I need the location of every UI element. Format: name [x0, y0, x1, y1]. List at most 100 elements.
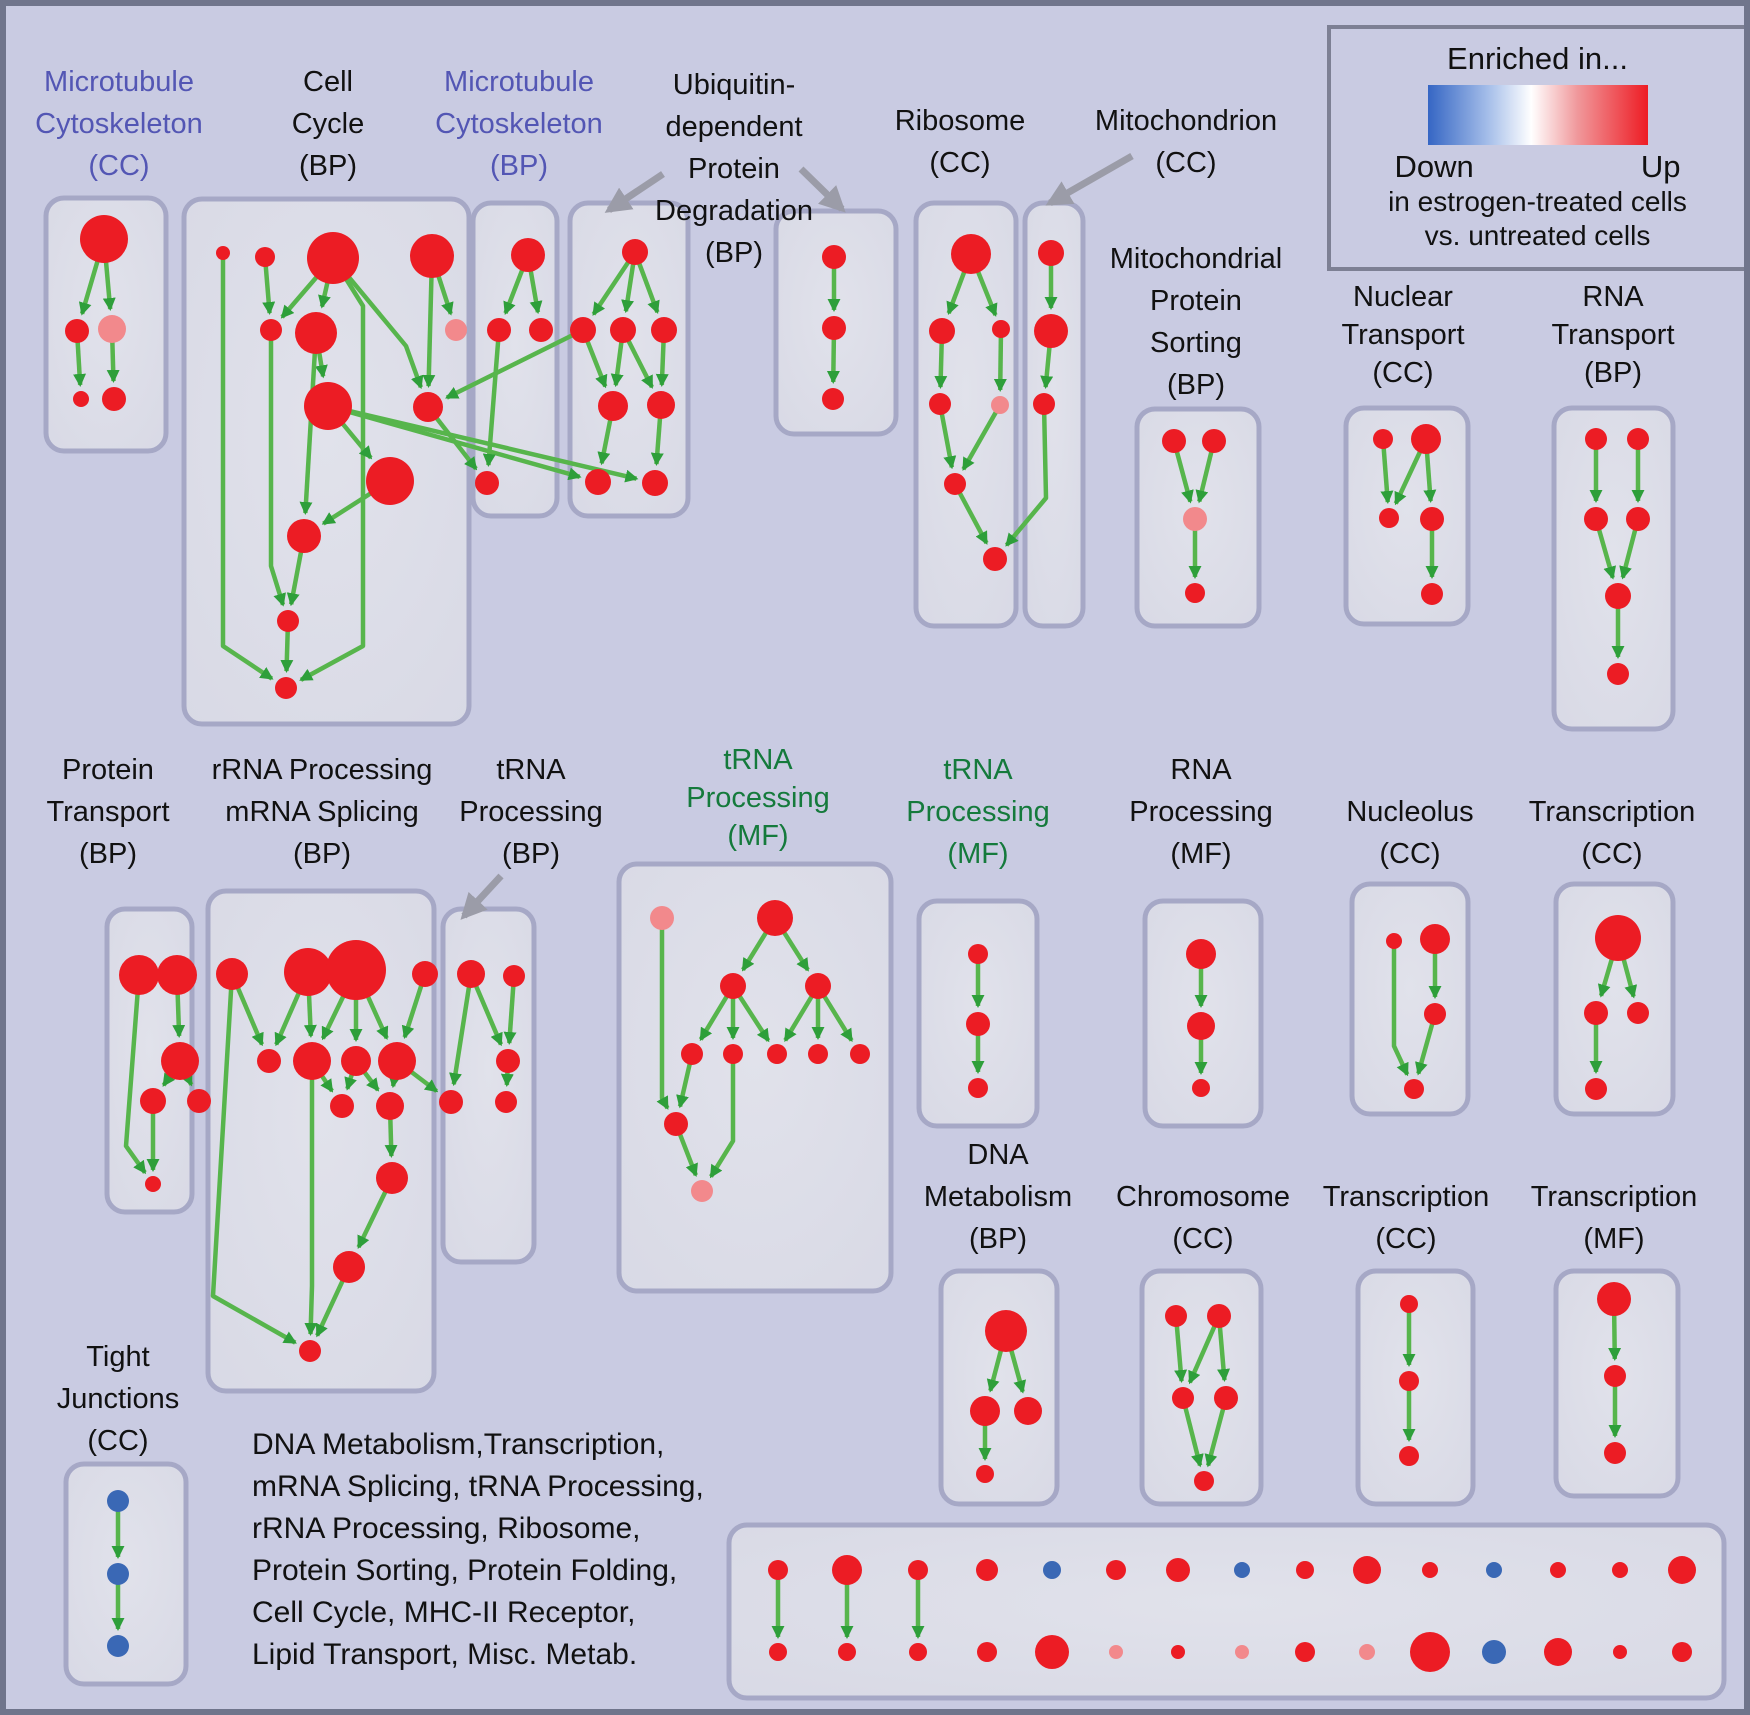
- cluster-label-rr: mRNA Splicing: [225, 796, 418, 828]
- go-term-node-b5t: [1043, 1561, 1061, 1579]
- go-term-node-b3t: [908, 1560, 928, 1580]
- go-term-node-tb4: [495, 1091, 517, 1113]
- go-term-node-nu2: [1424, 1003, 1446, 1025]
- go-term-node-nt0: [1373, 429, 1393, 449]
- edge-ub1-cc8: [445, 327, 585, 400]
- cluster-label-rr: (BP): [293, 838, 351, 870]
- go-term-node-tm9: [664, 1112, 688, 1136]
- cluster-label-nt: Nuclear: [1353, 281, 1453, 313]
- cluster-label-ub: Protein: [688, 153, 780, 185]
- go-term-node-b2b: [838, 1643, 856, 1661]
- cluster-label-ts: Processing: [906, 796, 1049, 828]
- go-term-node-rr12: [299, 1340, 321, 1362]
- go-term-node-ch4: [1194, 1471, 1214, 1491]
- cluster-box-bw: [726, 1522, 1727, 1701]
- go-term-node-b9t: [1296, 1561, 1314, 1579]
- go-term-node-cc3: [410, 234, 454, 278]
- go-term-node-us0: [822, 245, 846, 269]
- edge-cc2-cc12: [299, 256, 366, 682]
- go-term-node-mp0: [1162, 429, 1186, 453]
- cluster-label-t2: (CC): [1375, 1223, 1436, 1255]
- footnote-line: Lipid Transport, Misc. Metab.: [252, 1638, 637, 1671]
- go-term-node-nt2: [1379, 508, 1399, 528]
- cluster-label-ch: (CC): [1172, 1223, 1233, 1255]
- go-term-node-cc12: [275, 677, 297, 699]
- go-term-node-b12b: [1482, 1640, 1506, 1664]
- footnote-line: Cell Cycle, MHC-II Receptor,: [252, 1596, 635, 1629]
- edge-ch1-ch2: [1187, 1315, 1222, 1385]
- go-term-node-nu1: [1420, 924, 1450, 954]
- cluster-label-mb: (BP): [490, 150, 548, 182]
- cluster-label-tc: Transcription: [1529, 796, 1696, 828]
- cluster-label-pt: Protein: [62, 754, 154, 786]
- edge-rr5-rr12: [304, 1061, 318, 1336]
- go-term-node-mc1: [65, 319, 89, 343]
- go-term-node-rb0: [951, 234, 991, 274]
- cluster-label-mp: (BP): [1167, 369, 1225, 401]
- go-term-node-cc0: [216, 246, 230, 260]
- cluster-box-nu: [1349, 881, 1471, 1117]
- go-term-node-mb0: [511, 238, 545, 272]
- go-term-node-rb6: [983, 547, 1007, 571]
- edge-tm5-tm10: [709, 1054, 736, 1179]
- go-term-node-rb4: [991, 396, 1009, 414]
- go-term-node-ub7: [642, 470, 668, 496]
- cluster-label-mc: Cytoskeleton: [35, 108, 203, 140]
- go-term-node-b4t: [976, 1559, 998, 1581]
- pointer-arrow-icon-2: [1045, 152, 1134, 207]
- go-term-node-b8t: [1234, 1562, 1250, 1578]
- go-term-node-rb3: [929, 393, 951, 415]
- go-term-node-ub1: [570, 317, 596, 343]
- go-term-node-b14t: [1612, 1562, 1628, 1578]
- cluster-label-mc: Microtubule: [44, 66, 194, 98]
- cluster-label-cc: Cell: [303, 66, 353, 98]
- cluster-label-tc: (CC): [1581, 838, 1642, 870]
- edge-nt0-nt2: [1380, 438, 1394, 504]
- go-term-node-cc9: [366, 457, 414, 505]
- go-term-node-dm0: [985, 1310, 1027, 1352]
- go-term-node-rt3: [1626, 507, 1650, 531]
- go-term-node-rr3: [412, 961, 438, 987]
- edge-cc0-cc12: [220, 253, 274, 681]
- edge-mt2-rb6: [1004, 403, 1049, 547]
- go-term-node-tc3: [1585, 1078, 1607, 1100]
- cluster-box-mb: [470, 200, 560, 519]
- go-term-node-tb0: [457, 960, 485, 988]
- cluster-label-ub: dependent: [665, 111, 802, 143]
- go-term-node-mc4: [102, 387, 126, 411]
- cluster-label-mb: Microtubule: [444, 66, 594, 98]
- go-term-node-rr0: [216, 958, 248, 990]
- go-term-node-ub4: [598, 391, 628, 421]
- edge-cc7-ub7: [327, 403, 639, 483]
- go-term-node-b11t: [1422, 1562, 1438, 1578]
- go-term-node-dm3: [976, 1465, 994, 1483]
- cluster-label-nt: (CC): [1372, 357, 1433, 389]
- go-term-node-t31: [1604, 1365, 1626, 1387]
- edge-rb4-rb5: [961, 403, 1002, 471]
- pointer-arrow-icon-3: [460, 873, 504, 920]
- cluster-label-nu: Nucleolus: [1346, 796, 1473, 828]
- cluster-label-rb: Ribosome: [895, 105, 1026, 137]
- go-term-node-cc8: [413, 392, 443, 422]
- go-term-node-mc3: [73, 391, 89, 407]
- go-term-node-t30: [1597, 1282, 1631, 1316]
- go-term-node-ts1: [966, 1012, 990, 1036]
- cluster-label-nu: (CC): [1379, 838, 1440, 870]
- cluster-label-dm: DNA: [967, 1139, 1029, 1171]
- go-term-node-b11b: [1410, 1632, 1450, 1672]
- legend-up-label: Up: [1640, 149, 1681, 184]
- go-term-node-tj0: [107, 1490, 129, 1512]
- cluster-label-rr: rRNA Processing: [212, 754, 433, 786]
- go-term-node-ts0: [968, 944, 988, 964]
- cluster-label-rm: Processing: [1129, 796, 1272, 828]
- go-term-node-b10b: [1359, 1644, 1375, 1660]
- go-term-node-cc11: [277, 610, 299, 632]
- cluster-label-mt: (CC): [1155, 147, 1216, 179]
- go-term-node-b1t: [768, 1560, 788, 1580]
- go-term-node-tm0: [650, 906, 674, 930]
- go-term-node-mp2: [1183, 507, 1207, 531]
- go-term-node-nt4: [1421, 583, 1443, 605]
- go-term-node-rr9: [376, 1092, 404, 1120]
- cluster-label-mc: (CC): [88, 150, 149, 182]
- footnote-line: rRNA Processing, Ribosome,: [252, 1512, 640, 1545]
